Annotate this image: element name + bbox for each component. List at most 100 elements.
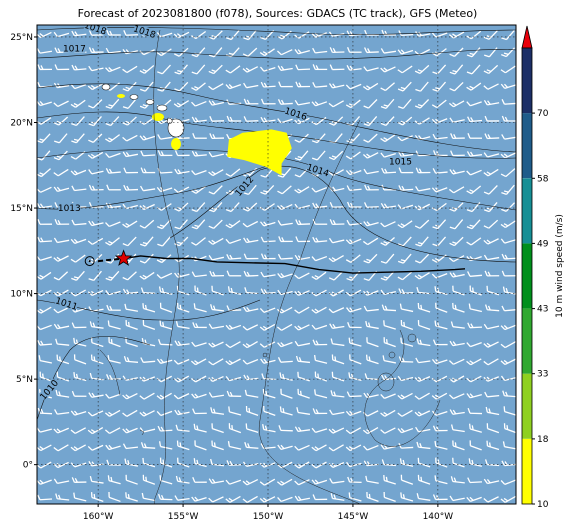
wind-barb bbox=[297, 388, 310, 399]
wind-barb bbox=[55, 493, 70, 501]
wind-barb bbox=[208, 169, 224, 177]
wind-barb bbox=[364, 184, 379, 191]
colorbar-tick-label: 18 bbox=[537, 435, 549, 445]
wind-barb bbox=[466, 375, 482, 383]
wind-barb bbox=[139, 253, 154, 264]
wind-barb bbox=[70, 238, 87, 245]
wind-barb bbox=[347, 322, 362, 329]
wind-barb bbox=[483, 185, 498, 195]
colorbar-segment bbox=[522, 243, 532, 309]
wind-barb bbox=[70, 427, 86, 435]
wind-barb bbox=[208, 392, 225, 398]
wind-barb bbox=[260, 30, 275, 41]
wind-barb bbox=[53, 186, 70, 192]
wind-barb bbox=[156, 358, 173, 364]
tc-wind-area-polygon bbox=[227, 129, 292, 176]
wind-barb bbox=[294, 117, 310, 125]
wind-barb bbox=[278, 81, 293, 88]
wind-barb bbox=[294, 272, 310, 280]
wind-barb bbox=[483, 64, 499, 75]
wind-barb bbox=[123, 184, 139, 191]
wind-barb bbox=[244, 389, 259, 398]
wind-barb bbox=[380, 48, 397, 54]
wind-barb bbox=[329, 219, 345, 226]
wind-barb bbox=[383, 475, 396, 485]
wind-barb bbox=[311, 101, 328, 107]
wind-barb bbox=[397, 116, 413, 126]
wind-barb bbox=[501, 99, 516, 105]
wind-barb bbox=[139, 185, 156, 192]
wind-barb bbox=[245, 405, 259, 417]
wind-barb bbox=[311, 479, 328, 485]
wind-barb bbox=[210, 407, 225, 415]
wind-barb bbox=[500, 341, 516, 349]
wind-barb bbox=[228, 406, 242, 416]
wind-barb bbox=[226, 390, 242, 397]
wind-barb bbox=[432, 219, 447, 230]
lat-tick-label: 25°N bbox=[10, 33, 33, 43]
wind-barb bbox=[53, 289, 69, 297]
wind-barb bbox=[466, 30, 482, 40]
wind-barb bbox=[139, 65, 155, 74]
wind-barb bbox=[174, 81, 189, 92]
wind-barb bbox=[191, 202, 206, 213]
wind-barb bbox=[157, 134, 173, 140]
wind-barb bbox=[242, 47, 258, 57]
map-ocean-background bbox=[37, 25, 516, 504]
wind-barb bbox=[173, 100, 190, 108]
wind-barb bbox=[294, 306, 310, 314]
wind-barb bbox=[483, 478, 500, 485]
wind-barb bbox=[328, 444, 344, 452]
wind-barb bbox=[90, 354, 104, 365]
wind-barb bbox=[311, 271, 327, 280]
wind-barb bbox=[449, 236, 464, 247]
wind-barb bbox=[70, 151, 86, 160]
wind-barb bbox=[208, 255, 225, 261]
wind-barb bbox=[362, 82, 379, 91]
wind-barb bbox=[330, 390, 345, 398]
wind-barb bbox=[469, 440, 482, 451]
isobar-label-bg bbox=[132, 25, 157, 39]
wind-barb bbox=[328, 255, 344, 263]
wind-barb bbox=[380, 253, 395, 264]
wind-barb bbox=[53, 255, 69, 262]
isobar-label: 1015 bbox=[389, 158, 412, 168]
wind-barb bbox=[345, 444, 362, 452]
wind-barb bbox=[486, 285, 500, 296]
wind-barb bbox=[448, 358, 465, 365]
wind-barb bbox=[71, 270, 85, 281]
wind-barb bbox=[122, 65, 138, 74]
wind-barb bbox=[330, 493, 345, 501]
map-frame bbox=[36, 24, 517, 505]
wind-barb bbox=[277, 341, 293, 348]
wind-barb bbox=[363, 202, 379, 208]
wind-barb bbox=[432, 339, 448, 346]
wind-barb bbox=[329, 323, 345, 329]
wind-barb bbox=[192, 408, 207, 415]
wind-barb bbox=[294, 150, 309, 161]
isobar-1017 bbox=[37, 49, 516, 60]
longitude-ticks: 160°W 155°W 150°W 145°W 140°W bbox=[83, 504, 453, 522]
wind-barb bbox=[400, 337, 414, 347]
wind-barb bbox=[108, 491, 121, 503]
wind-barb bbox=[277, 253, 293, 260]
wind-barb bbox=[503, 423, 516, 434]
lon-tick-label: 155°W bbox=[168, 512, 199, 522]
wind-barb bbox=[348, 492, 362, 502]
wind-barb bbox=[397, 409, 413, 417]
wind-barb bbox=[329, 64, 345, 71]
colorbar-tick-label: 10 bbox=[537, 500, 549, 510]
wind-barb bbox=[483, 238, 499, 245]
wind-barb bbox=[211, 285, 224, 296]
wind-barb bbox=[311, 306, 327, 314]
wind-barb bbox=[278, 236, 293, 243]
wind-barb bbox=[260, 443, 276, 449]
colorbar-tick-label: 49 bbox=[537, 239, 549, 249]
wind-barb bbox=[53, 237, 70, 244]
wind-barb bbox=[242, 66, 259, 73]
wind-barb bbox=[90, 492, 104, 502]
wind-barb bbox=[483, 83, 499, 90]
wind-barb bbox=[381, 304, 397, 312]
wind-barb bbox=[225, 375, 242, 382]
wind-barb bbox=[88, 169, 104, 175]
